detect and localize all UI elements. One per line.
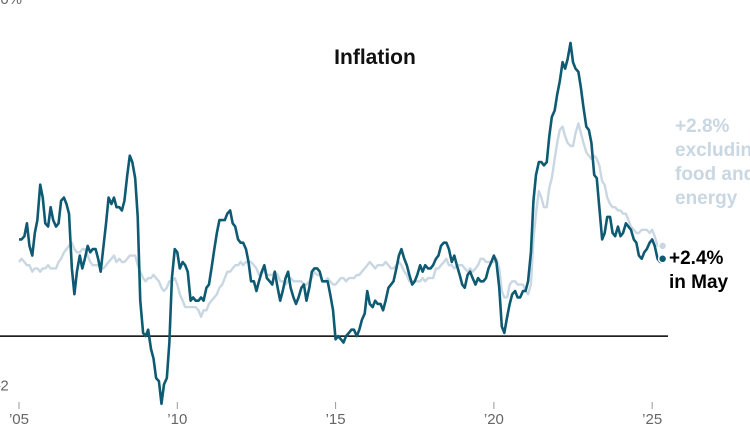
x-tick-label: ’20 [484, 411, 504, 428]
x-tick-label: ’10 [167, 411, 187, 428]
annotation: +2.4% [669, 248, 724, 269]
y-tick-label: 10% [0, 0, 22, 8]
x-tick-label: ’05 [9, 411, 29, 428]
annotation: +2.8% [675, 116, 730, 137]
annotation: excluding [675, 140, 750, 161]
series-line [18, 122, 663, 318]
annotation: energy [675, 188, 738, 209]
x-tick-label: ’25 [642, 411, 662, 428]
y-tick-label: –2 [0, 378, 9, 395]
annotation: in May [669, 272, 729, 293]
chart-title: Inflation [334, 46, 416, 69]
end-dot [657, 254, 668, 264]
end-dot [657, 241, 668, 251]
annotation: food and [675, 164, 750, 185]
series-line [19, 41, 664, 406]
x-tick-label: ’15 [326, 411, 346, 428]
